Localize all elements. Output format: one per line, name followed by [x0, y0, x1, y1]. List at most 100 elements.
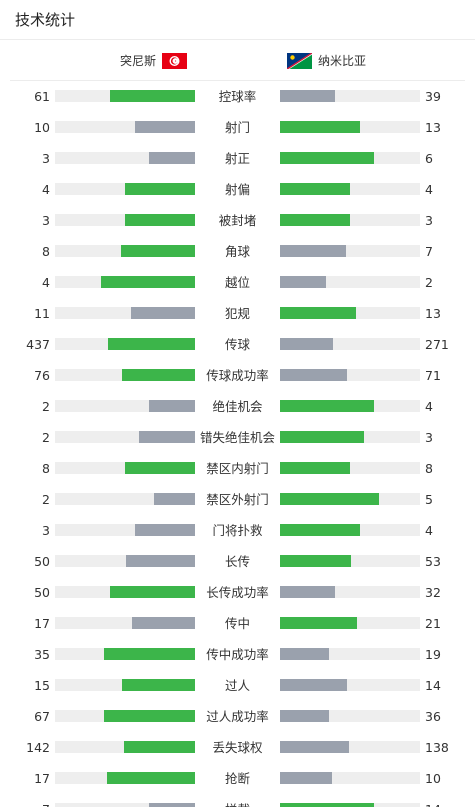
away-stat-value: 271 [425, 337, 449, 352]
away-stat-value: 4 [425, 399, 433, 414]
away-stat-bar-fill [280, 772, 332, 784]
away-stat-value: 5 [425, 492, 433, 507]
stat-row: 35 传中成功率 19 [0, 639, 475, 670]
away-stat-value: 4 [425, 182, 433, 197]
away-stat-bar [280, 121, 420, 133]
stat-row: 437 传球 271 [0, 329, 475, 360]
stat-label: 长传成功率 [206, 585, 269, 600]
stat-label: 被封堵 [218, 213, 257, 228]
home-stat-value: 76 [34, 368, 50, 383]
away-stat-bar [280, 400, 420, 412]
home-stat-bar-fill [104, 710, 195, 722]
home-stat-bar-fill [107, 772, 195, 784]
home-stat-bar [55, 555, 195, 567]
home-stat-value: 437 [26, 337, 50, 352]
stat-row: 4 射偏 4 [0, 174, 475, 205]
stat-label: 越位 [224, 275, 250, 290]
stat-row: 50 长传 53 [0, 546, 475, 577]
away-stat-bar [280, 493, 420, 505]
home-stat-value: 15 [34, 678, 50, 693]
away-stat-bar-fill [280, 648, 329, 660]
away-stat-value: 8 [425, 461, 433, 476]
home-stat-bar [55, 183, 195, 195]
stat-row: 2 绝佳机会 4 [0, 391, 475, 422]
stat-row: 3 门将扑救 4 [0, 515, 475, 546]
stat-row: 3 射正 6 [0, 143, 475, 174]
home-stat-value: 50 [34, 585, 50, 600]
away-stat-bar-fill [280, 741, 349, 753]
home-stat-bar [55, 214, 195, 226]
stat-row: 17 抢断 10 [0, 763, 475, 794]
stat-label: 传球成功率 [206, 368, 269, 383]
home-stat-bar [55, 90, 195, 102]
away-stat-bar-fill [280, 183, 350, 195]
home-stat-bar-fill [135, 524, 195, 536]
home-stat-bar-fill [131, 307, 195, 319]
home-stat-value: 17 [34, 616, 50, 631]
away-stat-bar [280, 307, 420, 319]
stat-label: 丢失球权 [212, 740, 263, 755]
away-stat-bar [280, 338, 420, 350]
away-stat-value: 14 [425, 678, 441, 693]
away-stat-bar [280, 617, 420, 629]
away-stat-bar [280, 648, 420, 660]
home-stat-bar-fill [149, 400, 195, 412]
home-stat-bar [55, 152, 195, 164]
home-stat-bar-fill [154, 493, 195, 505]
away-stat-bar [280, 152, 420, 164]
stat-row: 61 控球率 39 [0, 81, 475, 112]
away-stat-bar-fill [280, 369, 347, 381]
away-stat-value: 71 [425, 368, 441, 383]
away-stat-value: 7 [425, 244, 433, 259]
home-stat-bar-fill [132, 617, 195, 629]
away-stat-bar [280, 462, 420, 474]
home-stat-bar-fill [139, 431, 195, 443]
stat-label: 射正 [224, 151, 250, 166]
stat-label: 过人 [224, 678, 250, 693]
away-stat-value: 21 [425, 616, 441, 631]
stat-label: 长传 [224, 554, 250, 569]
away-stat-bar-fill [280, 524, 360, 536]
home-stat-bar-fill [149, 152, 195, 164]
home-stat-bar-fill [110, 586, 195, 598]
home-stat-value: 4 [42, 275, 50, 290]
stat-label: 控球率 [218, 89, 257, 104]
stat-row: 7 拦截 14 [0, 794, 475, 807]
home-stat-value: 8 [42, 461, 50, 476]
away-team: 纳米比亚 [287, 52, 366, 69]
home-stat-bar-fill [125, 462, 195, 474]
home-stat-value: 3 [42, 523, 50, 538]
home-stat-bar-fill [122, 369, 195, 381]
away-stat-value: 39 [425, 89, 441, 104]
stat-label: 拦截 [195, 794, 280, 807]
away-stat-bar [280, 524, 420, 536]
away-stat-value: 4 [425, 523, 433, 538]
away-stat-bar-fill [280, 431, 364, 443]
stat-label: 传中 [224, 616, 250, 631]
home-stat-bar [55, 369, 195, 381]
away-stat-bar [280, 679, 420, 691]
away-stat-bar [280, 710, 420, 722]
away-stat-bar-fill [280, 276, 326, 288]
away-stat-bar-fill [280, 586, 335, 598]
away-stat-bar-fill [280, 617, 357, 629]
stat-row: 67 过人成功率 36 [0, 701, 475, 732]
home-stat-bar-fill [122, 679, 195, 691]
tunisia-flag-icon [162, 52, 187, 69]
away-stat-bar [280, 90, 420, 102]
home-stat-value: 11 [34, 306, 50, 321]
home-stat-value: 35 [34, 647, 50, 662]
away-stat-value: 14 [425, 794, 441, 807]
away-team-name: 纳米比亚 [318, 54, 367, 68]
away-stat-bar [280, 803, 420, 807]
home-stat-value: 2 [42, 492, 50, 507]
home-stat-value: 67 [34, 709, 50, 724]
home-stat-value: 61 [34, 89, 50, 104]
home-stat-value: 8 [42, 244, 50, 259]
stat-label: 射门 [224, 120, 250, 135]
away-stat-bar [280, 586, 420, 598]
away-stat-bar-fill [280, 245, 346, 257]
away-stat-bar-fill [280, 400, 374, 412]
stat-row: 11 犯规 13 [0, 298, 475, 329]
away-stat-bar-fill [280, 462, 350, 474]
